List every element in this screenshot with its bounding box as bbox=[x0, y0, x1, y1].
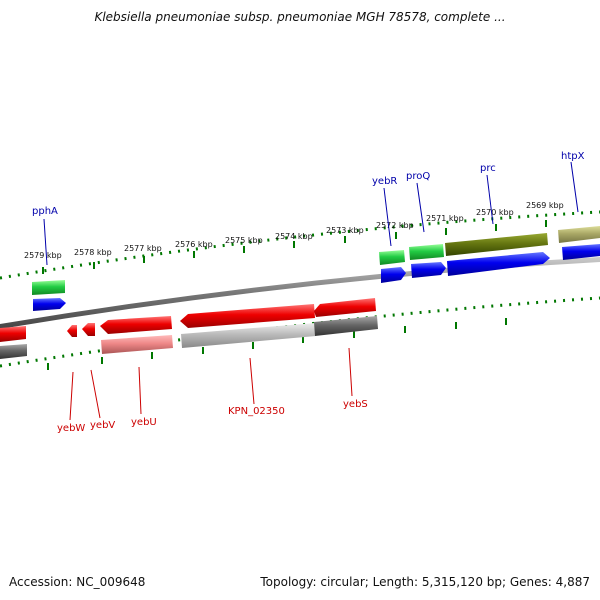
scale-label: 2570 kbp bbox=[476, 208, 514, 217]
gene-label-yebS: yebS bbox=[343, 399, 368, 410]
top-leader-lines bbox=[43, 161, 579, 266]
inner-major-ticks bbox=[47, 318, 507, 370]
scale-label: 2579 kbp bbox=[24, 251, 62, 260]
scale-label: 2571 kbp bbox=[426, 214, 464, 223]
scale-labels: 2579 kbp 2578 kbp 2577 kbp 2576 kbp 2575… bbox=[24, 201, 564, 260]
scale-label: 2572 kbp bbox=[376, 221, 414, 230]
gene-left-partial bbox=[0, 344, 27, 359]
genome-info-text: Topology: circular; Length: 5,315,120 bp… bbox=[260, 575, 590, 589]
bottom-strand-features bbox=[0, 298, 378, 359]
gene-label-htpX: htpX bbox=[561, 151, 585, 162]
scale-label: 2576 kbp bbox=[175, 240, 213, 249]
scale-label: 2569 kbp bbox=[526, 201, 564, 210]
gene-cds-htpX bbox=[558, 226, 600, 243]
gene-cds-yebU bbox=[100, 316, 172, 334]
scale-label: 2578 kbp bbox=[74, 248, 112, 257]
gene-cds-yebV bbox=[82, 323, 95, 336]
accession-text: Accession: NC_009648 bbox=[9, 575, 146, 589]
gene-label-pphA: pphA bbox=[32, 206, 58, 217]
gene-label-yebU: yebU bbox=[131, 417, 157, 428]
bottom-leader-lines bbox=[69, 347, 353, 421]
outer-major-ticks bbox=[42, 220, 547, 274]
gene-label-yebR: yebR bbox=[372, 176, 397, 187]
gene-pphA bbox=[33, 298, 66, 311]
scale-label: 2577 kbp bbox=[124, 244, 162, 253]
top-strand-features bbox=[32, 226, 600, 311]
gene-yebR bbox=[381, 267, 406, 283]
scale-label: 2574 kbp bbox=[275, 232, 313, 241]
gene-label-yebW: yebW bbox=[57, 423, 85, 434]
gene-cds-yebW bbox=[67, 325, 77, 337]
scale-label: 2575 kbp bbox=[225, 236, 263, 245]
gene-label-proQ: proQ bbox=[406, 171, 430, 182]
gene-prc bbox=[447, 252, 550, 276]
gene-yebU bbox=[101, 335, 173, 354]
scale-label: 2573 kbp bbox=[326, 226, 364, 235]
gene-cds-yebS bbox=[314, 298, 376, 317]
gene-yebS bbox=[314, 316, 378, 336]
gene-label-KPN_02350: KPN_02350 bbox=[228, 406, 285, 417]
gene-htpX bbox=[562, 244, 600, 260]
gene-cds-KPN_02350 bbox=[180, 304, 315, 328]
gene-label-yebV: yebV bbox=[90, 420, 115, 431]
gene-proQ bbox=[411, 262, 446, 278]
gene-KPN_02350 bbox=[181, 323, 316, 348]
gene-cds-proQ bbox=[409, 244, 444, 260]
map-title: Klebsiella pneumoniae subsp. pneumoniae … bbox=[94, 10, 506, 24]
gene-cds-pphA bbox=[32, 280, 65, 295]
gene-cds-yebR bbox=[379, 250, 405, 265]
gene-label-prc: prc bbox=[480, 163, 496, 174]
gene-cds-prc bbox=[445, 233, 548, 256]
gene-cds-left-partial bbox=[0, 326, 26, 342]
